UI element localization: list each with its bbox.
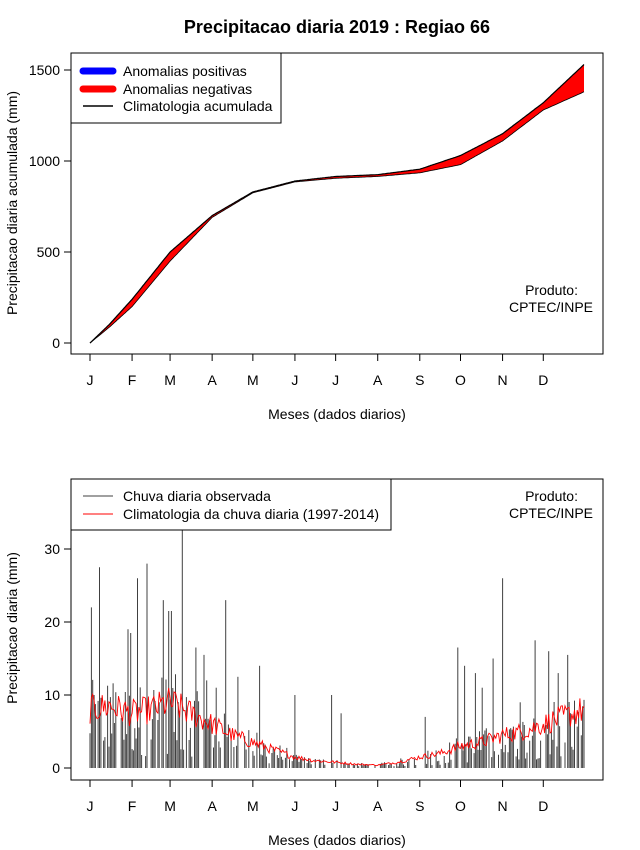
chart-title: Precipitacao diaria 2019 : Regiao 66 bbox=[184, 17, 490, 37]
product-name-2: CPTEC/INPE bbox=[509, 505, 593, 521]
x-tick-label-2: J bbox=[87, 798, 94, 814]
x-tick-label-2: A bbox=[207, 798, 217, 814]
x-axis-label-1: Meses (dados diarios) bbox=[268, 406, 406, 422]
cumulative-plot-area bbox=[89, 64, 585, 344]
legend-label-negative: Anomalias negativas bbox=[123, 81, 252, 97]
climatology-cumulative-line bbox=[89, 64, 585, 344]
x-tick-label-1: J bbox=[87, 372, 94, 388]
x-tick-label-1: J bbox=[291, 372, 298, 388]
legend-label-daily-climatology: Climatologia da chuva diaria (1997-2014) bbox=[123, 506, 379, 522]
y-tick-label-2: 20 bbox=[44, 614, 60, 630]
x-axis-label-2: Meses (dados diarios) bbox=[268, 832, 406, 848]
legend-label-climatology: Climatologia acumulada bbox=[123, 98, 273, 114]
product-label-2: Produto: bbox=[525, 488, 578, 504]
x-tick-label-1: F bbox=[128, 372, 137, 388]
x-tick-label-1: J bbox=[332, 372, 339, 388]
x-tick-label-2: A bbox=[373, 798, 383, 814]
daily-climatology-line bbox=[89, 687, 585, 767]
legend-2: Chuva diaria observada Climatologia da c… bbox=[70, 478, 392, 531]
x-tick-label-1: M bbox=[164, 372, 176, 388]
legend-label-positive: Anomalias positivas bbox=[123, 63, 247, 79]
y-axis-label-1: Precipitacao diaria acumulada (mm) bbox=[4, 91, 20, 315]
y-axis-2: 0 10 20 30 bbox=[44, 541, 71, 776]
x-tick-label-2: D bbox=[538, 798, 548, 814]
plot-box-1 bbox=[70, 52, 604, 355]
observed-cumulative-line bbox=[89, 91, 585, 344]
daily-plot-area bbox=[89, 479, 585, 768]
y-tick-label-1: 0 bbox=[52, 335, 60, 351]
cumulative-chart: 0 500 1000 1500 J F M A M J J A S O N D Precipitacao d… bbox=[4, 52, 604, 422]
legend-box-2 bbox=[70, 478, 392, 531]
x-tick-label-2: M bbox=[164, 798, 176, 814]
y-tick-label-2: 10 bbox=[44, 687, 60, 703]
y-tick-label-1: 1500 bbox=[29, 62, 60, 78]
x-tick-label-1: O bbox=[455, 372, 466, 388]
x-tick-label-2: F bbox=[128, 798, 137, 814]
product-name-1: CPTEC/INPE bbox=[509, 299, 593, 315]
x-tick-label-1: D bbox=[538, 372, 548, 388]
y-axis-1: 0 500 1000 1500 bbox=[29, 62, 71, 351]
x-tick-label-2: O bbox=[455, 798, 466, 814]
daily-bars bbox=[89, 479, 585, 768]
daily-chart: 0 10 20 30 J F M A M J J A S O N D Precipitacao diaria… bbox=[4, 478, 604, 848]
x-tick-label-2: J bbox=[332, 798, 339, 814]
product-label-1: Produto: bbox=[525, 282, 578, 298]
y-tick-label-2: 0 bbox=[52, 760, 60, 776]
x-tick-label-1: M bbox=[247, 372, 259, 388]
y-tick-label-1: 1000 bbox=[29, 153, 60, 169]
x-tick-label-1: S bbox=[415, 372, 424, 388]
legend-1: Anomalias positivas Anomalias negativas … bbox=[70, 52, 282, 124]
legend-label-observed: Chuva diaria observada bbox=[123, 488, 271, 504]
x-tick-label-2: J bbox=[291, 798, 298, 814]
x-tick-label-1: A bbox=[373, 372, 383, 388]
y-tick-label-1: 500 bbox=[37, 244, 61, 260]
x-tick-label-1: A bbox=[207, 372, 217, 388]
y-axis-label-2: Precipitacao diaria (mm) bbox=[4, 552, 20, 704]
x-tick-label-2: S bbox=[415, 798, 424, 814]
x-tick-label-1: N bbox=[498, 372, 508, 388]
x-tick-label-2: N bbox=[498, 798, 508, 814]
y-tick-label-2: 30 bbox=[44, 541, 60, 557]
x-tick-label-2: M bbox=[247, 798, 259, 814]
